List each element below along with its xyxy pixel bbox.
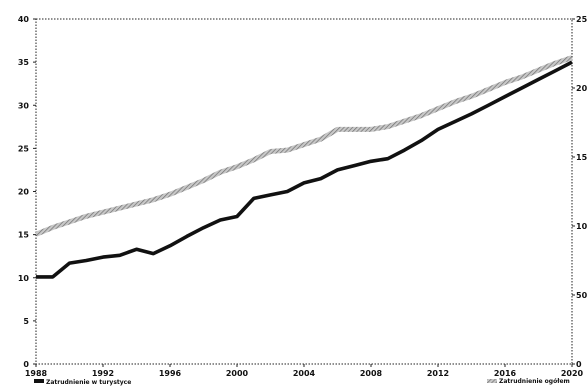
y-left-tick-label: 25 xyxy=(18,144,30,153)
y-right-tick-label: 200 xyxy=(576,84,587,93)
y-left-tick-label: 0 xyxy=(23,360,29,369)
x-tick-label: 1992 xyxy=(92,369,114,378)
y-left-tick-label: 5 xyxy=(23,317,29,326)
x-tick-label: 2016 xyxy=(494,369,517,378)
y-left-tick-label: 10 xyxy=(18,274,30,283)
series-line-total-employment xyxy=(35,55,573,237)
x-tick-label: 1988 xyxy=(25,369,48,378)
y-right-tick-label: 50 xyxy=(576,291,587,300)
legend-label-left: Zatrudnienie w turystyce xyxy=(46,379,131,386)
y-left-tick-label: 35 xyxy=(18,58,30,67)
x-tick-label: 2004 xyxy=(293,369,316,378)
plot-area xyxy=(35,18,573,365)
y-left-tick-label: 30 xyxy=(18,101,30,110)
y-left-tick-label: 20 xyxy=(18,188,30,197)
y-right-tick-label: 100 xyxy=(576,222,587,231)
y-right-tick-label: 150 xyxy=(576,153,587,162)
x-tick-label: 2008 xyxy=(360,369,383,378)
x-tick-label: 1996 xyxy=(159,369,182,378)
x-tick-label: 2020 xyxy=(561,369,584,378)
legend-label-right: Zatrudnienie ogółem xyxy=(499,378,570,385)
x-tick-label: 2000 xyxy=(226,369,249,378)
legend-swatch-left xyxy=(34,379,44,383)
y-left-tick-label: 15 xyxy=(18,231,30,240)
y-left-tick-label: 40 xyxy=(18,15,30,24)
x-tick-label: 2012 xyxy=(427,369,449,378)
series-line-tourism-employment xyxy=(36,60,573,279)
y-right-tick-label: 250 xyxy=(576,15,587,24)
legend-swatch-right xyxy=(487,379,497,383)
y-right-tick-label: 0 xyxy=(576,360,582,369)
